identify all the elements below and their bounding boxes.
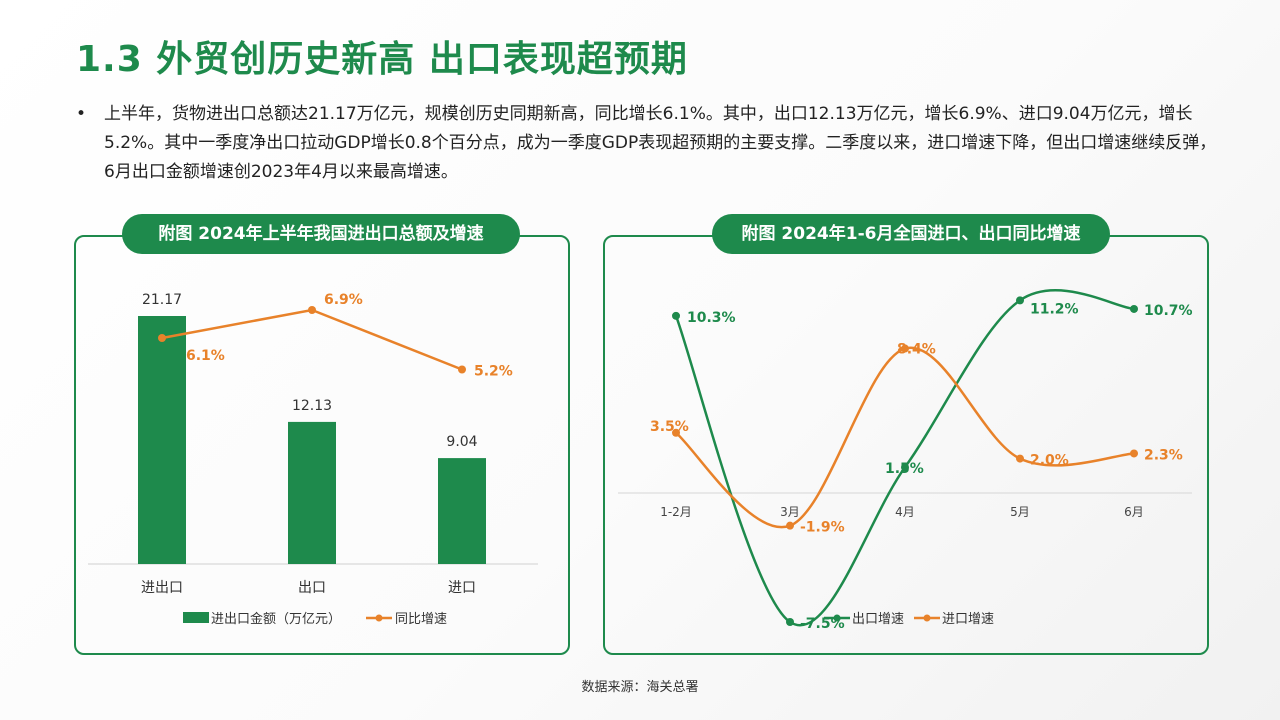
legend-export-marker bbox=[833, 614, 841, 622]
category-label-2: 出口 bbox=[298, 580, 326, 596]
bar-value-label-3: 9.04 bbox=[446, 434, 477, 450]
import-point-3 bbox=[901, 344, 909, 353]
export-point-4 bbox=[1016, 296, 1024, 305]
bar-2 bbox=[288, 421, 336, 564]
legend-line-label: 同比增速 bbox=[395, 612, 447, 627]
legend-bar-swatch bbox=[183, 612, 209, 623]
summary-text: 上半年，货物进出口总额达21.17万亿元，规模创历史同期新高，同比增长6.1%。… bbox=[104, 104, 1217, 182]
month-label-1: 1-2月 bbox=[660, 505, 692, 519]
import-label-1: 3.5% bbox=[650, 419, 689, 435]
export-point-2 bbox=[786, 618, 794, 626]
bar-value-label-2: 12.13 bbox=[292, 398, 332, 414]
summary-paragraph: • 上半年，货物进出口总额达21.17万亿元，规模创历史同期新高，同比增长6.1… bbox=[76, 100, 1226, 187]
legend-line-marker bbox=[375, 614, 383, 622]
month-label-5: 6月 bbox=[1124, 505, 1144, 519]
left-chart-title: 附图 2024年上半年我国进出口总额及增速 bbox=[122, 214, 520, 254]
import-point-5 bbox=[1130, 449, 1138, 458]
growth-point-2 bbox=[308, 306, 316, 314]
month-label-4: 5月 bbox=[1010, 505, 1030, 519]
export-label-3: 1.5% bbox=[885, 461, 924, 477]
export-growth-line bbox=[674, 289, 1135, 627]
growth-label-3: 5.2% bbox=[474, 364, 513, 380]
page-title: 1.3 外贸创历史新高 出口表现超预期 bbox=[76, 39, 688, 80]
growth-point-3 bbox=[458, 365, 466, 374]
growth-label-2: 6.9% bbox=[324, 292, 363, 308]
bar-value-label-1: 21.17 bbox=[142, 292, 182, 308]
growth-point-1 bbox=[158, 334, 166, 342]
import-label-4: 2.0% bbox=[1030, 453, 1069, 469]
legend-export-label: 出口增速 bbox=[852, 612, 904, 627]
export-label-1: 10.3% bbox=[687, 310, 736, 326]
export-label-4: 11.2% bbox=[1030, 301, 1079, 317]
export-label-5: 10.7% bbox=[1144, 303, 1193, 319]
growth-label-1: 6.1% bbox=[186, 348, 225, 364]
export-point-1 bbox=[672, 311, 680, 320]
import-point-2 bbox=[786, 521, 794, 530]
data-source: 数据来源：海关总署 bbox=[581, 680, 699, 695]
import-point-4 bbox=[1016, 454, 1024, 463]
month-label-2: 3月 bbox=[780, 505, 800, 519]
export-point-5 bbox=[1130, 304, 1138, 313]
bar-3 bbox=[438, 458, 486, 564]
import-label-5: 2.3% bbox=[1144, 447, 1183, 463]
category-label-3: 进口 bbox=[448, 580, 476, 596]
legend-import-label: 进口增速 bbox=[942, 612, 994, 627]
import-growth-line bbox=[675, 346, 1135, 529]
import-point-1 bbox=[672, 428, 680, 437]
import-label-3: 8.4% bbox=[897, 342, 936, 358]
export-label-2: -7.5% bbox=[800, 616, 845, 632]
import-label-2: -1.9% bbox=[800, 520, 845, 536]
bar-1 bbox=[138, 316, 186, 564]
legend-bar-label: 进出口金额（万亿元） bbox=[211, 611, 341, 627]
export-point-3 bbox=[901, 463, 909, 472]
bullet-marker: • bbox=[76, 104, 87, 124]
right-chart-title: 附图 2024年1-6月全国进口、出口同比增速 bbox=[712, 214, 1110, 254]
category-label-1: 进出口 bbox=[141, 580, 183, 596]
month-label-3: 4月 bbox=[895, 505, 915, 519]
legend-import-marker bbox=[923, 614, 931, 622]
